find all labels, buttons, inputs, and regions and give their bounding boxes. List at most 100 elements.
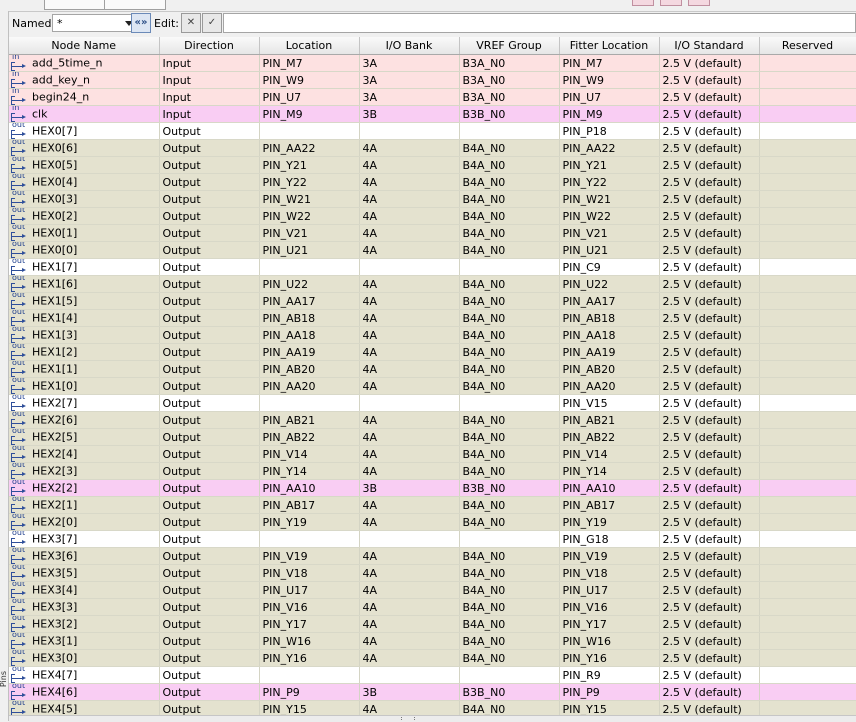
table-row[interactable]: out HEX1[2] Output PIN_AA19 4A B4A_N0 PIN_AA19… [9, 343, 856, 361]
cell-location[interactable]: PIN_V16 [259, 598, 360, 616]
cell-direction[interactable]: Output [159, 598, 260, 616]
cell-node-name[interactable]: out HEX1[1] [9, 360, 160, 378]
scroll-grip-icon[interactable] [401, 717, 415, 720]
cell-io-standard[interactable]: 2.5 V (default) [659, 156, 760, 174]
cell-vref-group[interactable]: B4A_N0 [459, 360, 560, 378]
table-row[interactable]: out HEX2[2] Output PIN_AA10 3B B3B_N0 PIN_AA10… [9, 479, 856, 497]
cell-location[interactable]: PIN_AA10 [259, 479, 360, 497]
cell-io-standard[interactable]: 2.5 V (default) [659, 649, 760, 667]
cell-reserved[interactable] [759, 258, 856, 276]
cell-io-bank[interactable]: 3B [359, 479, 460, 497]
table-row[interactable]: out HEX0[5] Output PIN_Y21 4A B4A_N0 PIN_Y21 2.… [9, 156, 856, 174]
cell-reserved[interactable] [759, 275, 856, 293]
cell-vref-group[interactable] [459, 666, 560, 684]
cell-fitter-location[interactable]: PIN_Y19 [559, 513, 660, 531]
cell-reserved[interactable] [759, 598, 856, 616]
cell-fitter-location[interactable]: PIN_V16 [559, 598, 660, 616]
col-header-direction[interactable]: Direction [159, 37, 260, 55]
cell-reserved[interactable] [759, 479, 856, 497]
cell-io-standard[interactable]: 2.5 V (default) [659, 632, 760, 650]
cell-node-name[interactable]: out HEX2[4] [9, 445, 160, 463]
cell-fitter-location[interactable]: PIN_AB20 [559, 360, 660, 378]
cell-vref-group[interactable]: B3B_N0 [459, 105, 560, 123]
cell-vref-group[interactable] [459, 530, 560, 548]
table-row[interactable]: out HEX4[6] Output PIN_P9 3B B3B_N0 PIN_P9 2.5 … [9, 683, 856, 701]
cell-reserved[interactable] [759, 683, 856, 701]
cell-location[interactable]: PIN_Y14 [259, 462, 360, 480]
cell-location[interactable]: PIN_W22 [259, 207, 360, 225]
cell-location[interactable]: PIN_P9 [259, 683, 360, 701]
cell-direction[interactable]: Output [159, 326, 260, 344]
cell-io-bank[interactable]: 4A [359, 275, 460, 293]
cell-reserved[interactable] [759, 224, 856, 242]
cell-reserved[interactable] [759, 632, 856, 650]
cell-io-standard[interactable]: 2.5 V (default) [659, 360, 760, 378]
cell-vref-group[interactable]: B4A_N0 [459, 700, 560, 715]
cell-io-standard[interactable]: 2.5 V (default) [659, 309, 760, 327]
cell-io-bank[interactable]: 4A [359, 343, 460, 361]
cell-direction[interactable]: Output [159, 343, 260, 361]
cell-fitter-location[interactable]: PIN_Y14 [559, 462, 660, 480]
cell-node-name[interactable]: out HEX0[7] [9, 122, 160, 140]
cell-io-bank[interactable]: 4A [359, 649, 460, 667]
cell-fitter-location[interactable]: PIN_W9 [559, 71, 660, 89]
cell-io-standard[interactable]: 2.5 V (default) [659, 326, 760, 344]
table-row[interactable]: out HEX3[2] Output PIN_Y17 4A B4A_N0 PIN_Y17 2.… [9, 615, 856, 633]
filter-button[interactable]: «» [131, 13, 151, 33]
cell-node-name[interactable]: out HEX1[6] [9, 275, 160, 293]
cell-vref-group[interactable] [459, 122, 560, 140]
cell-io-bank[interactable]: 4A [359, 445, 460, 463]
cell-fitter-location[interactable]: PIN_V14 [559, 445, 660, 463]
cell-fitter-location[interactable]: PIN_Y17 [559, 615, 660, 633]
cell-direction[interactable]: Output [159, 513, 260, 531]
cell-fitter-location[interactable]: PIN_U17 [559, 581, 660, 599]
cell-location[interactable]: PIN_Y21 [259, 156, 360, 174]
cell-io-standard[interactable]: 2.5 V (default) [659, 598, 760, 616]
cell-io-bank[interactable]: 4A [359, 377, 460, 395]
cell-node-name[interactable]: out HEX3[2] [9, 615, 160, 633]
cell-reserved[interactable] [759, 343, 856, 361]
table-row[interactable]: out HEX3[4] Output PIN_U17 4A B4A_N0 PIN_U17 2.… [9, 581, 856, 599]
cell-io-standard[interactable]: 2.5 V (default) [659, 479, 760, 497]
cell-node-name[interactable]: out HEX4[6] [9, 683, 160, 701]
cell-location[interactable]: PIN_AB17 [259, 496, 360, 514]
cell-io-standard[interactable]: 2.5 V (default) [659, 224, 760, 242]
cell-direction[interactable]: Output [159, 547, 260, 565]
cell-reserved[interactable] [759, 105, 856, 123]
cell-location[interactable] [259, 530, 360, 548]
cell-io-bank[interactable]: 4A [359, 190, 460, 208]
cell-vref-group[interactable]: B4A_N0 [459, 156, 560, 174]
cell-node-name[interactable]: out HEX3[0] [9, 649, 160, 667]
cell-reserved[interactable] [759, 513, 856, 531]
cell-direction[interactable]: Output [159, 258, 260, 276]
cell-node-name[interactable]: out HEX1[5] [9, 292, 160, 310]
cell-io-bank[interactable]: 4A [359, 632, 460, 650]
cell-node-name[interactable]: out HEX3[6] [9, 547, 160, 565]
cell-location[interactable]: PIN_AB22 [259, 428, 360, 446]
cell-location[interactable]: PIN_AA20 [259, 377, 360, 395]
cell-io-bank[interactable]: 3B [359, 683, 460, 701]
table-row[interactable]: out HEX3[6] Output PIN_V19 4A B4A_N0 PIN_V19 2.… [9, 547, 856, 565]
cell-reserved[interactable] [759, 666, 856, 684]
cell-vref-group[interactable]: B4A_N0 [459, 496, 560, 514]
cell-direction[interactable]: Output [159, 207, 260, 225]
table-row[interactable]: out HEX0[1] Output PIN_V21 4A B4A_N0 PIN_V21 2.… [9, 224, 856, 242]
cell-reserved[interactable] [759, 190, 856, 208]
cell-vref-group[interactable]: B4A_N0 [459, 632, 560, 650]
cell-location[interactable]: PIN_AA19 [259, 343, 360, 361]
table-row[interactable]: out HEX0[7] Output PIN_P18 2.5 V (default) [9, 122, 856, 140]
cell-reserved[interactable] [759, 445, 856, 463]
cell-direction[interactable]: Output [159, 445, 260, 463]
table-row[interactable]: out HEX1[4] Output PIN_AB18 4A B4A_N0 PIN_AB18… [9, 309, 856, 327]
cell-location[interactable]: PIN_W21 [259, 190, 360, 208]
cell-fitter-location[interactable]: PIN_U7 [559, 88, 660, 106]
cell-location[interactable]: PIN_W9 [259, 71, 360, 89]
cell-direction[interactable]: Output [159, 309, 260, 327]
cell-reserved[interactable] [759, 462, 856, 480]
cell-reserved[interactable] [759, 292, 856, 310]
cell-reserved[interactable] [759, 207, 856, 225]
cell-vref-group[interactable]: B4A_N0 [459, 190, 560, 208]
top-tab-1[interactable] [44, 0, 106, 10]
cell-direction[interactable]: Output [159, 224, 260, 242]
cell-node-name[interactable]: in add_5time_n [9, 54, 160, 72]
